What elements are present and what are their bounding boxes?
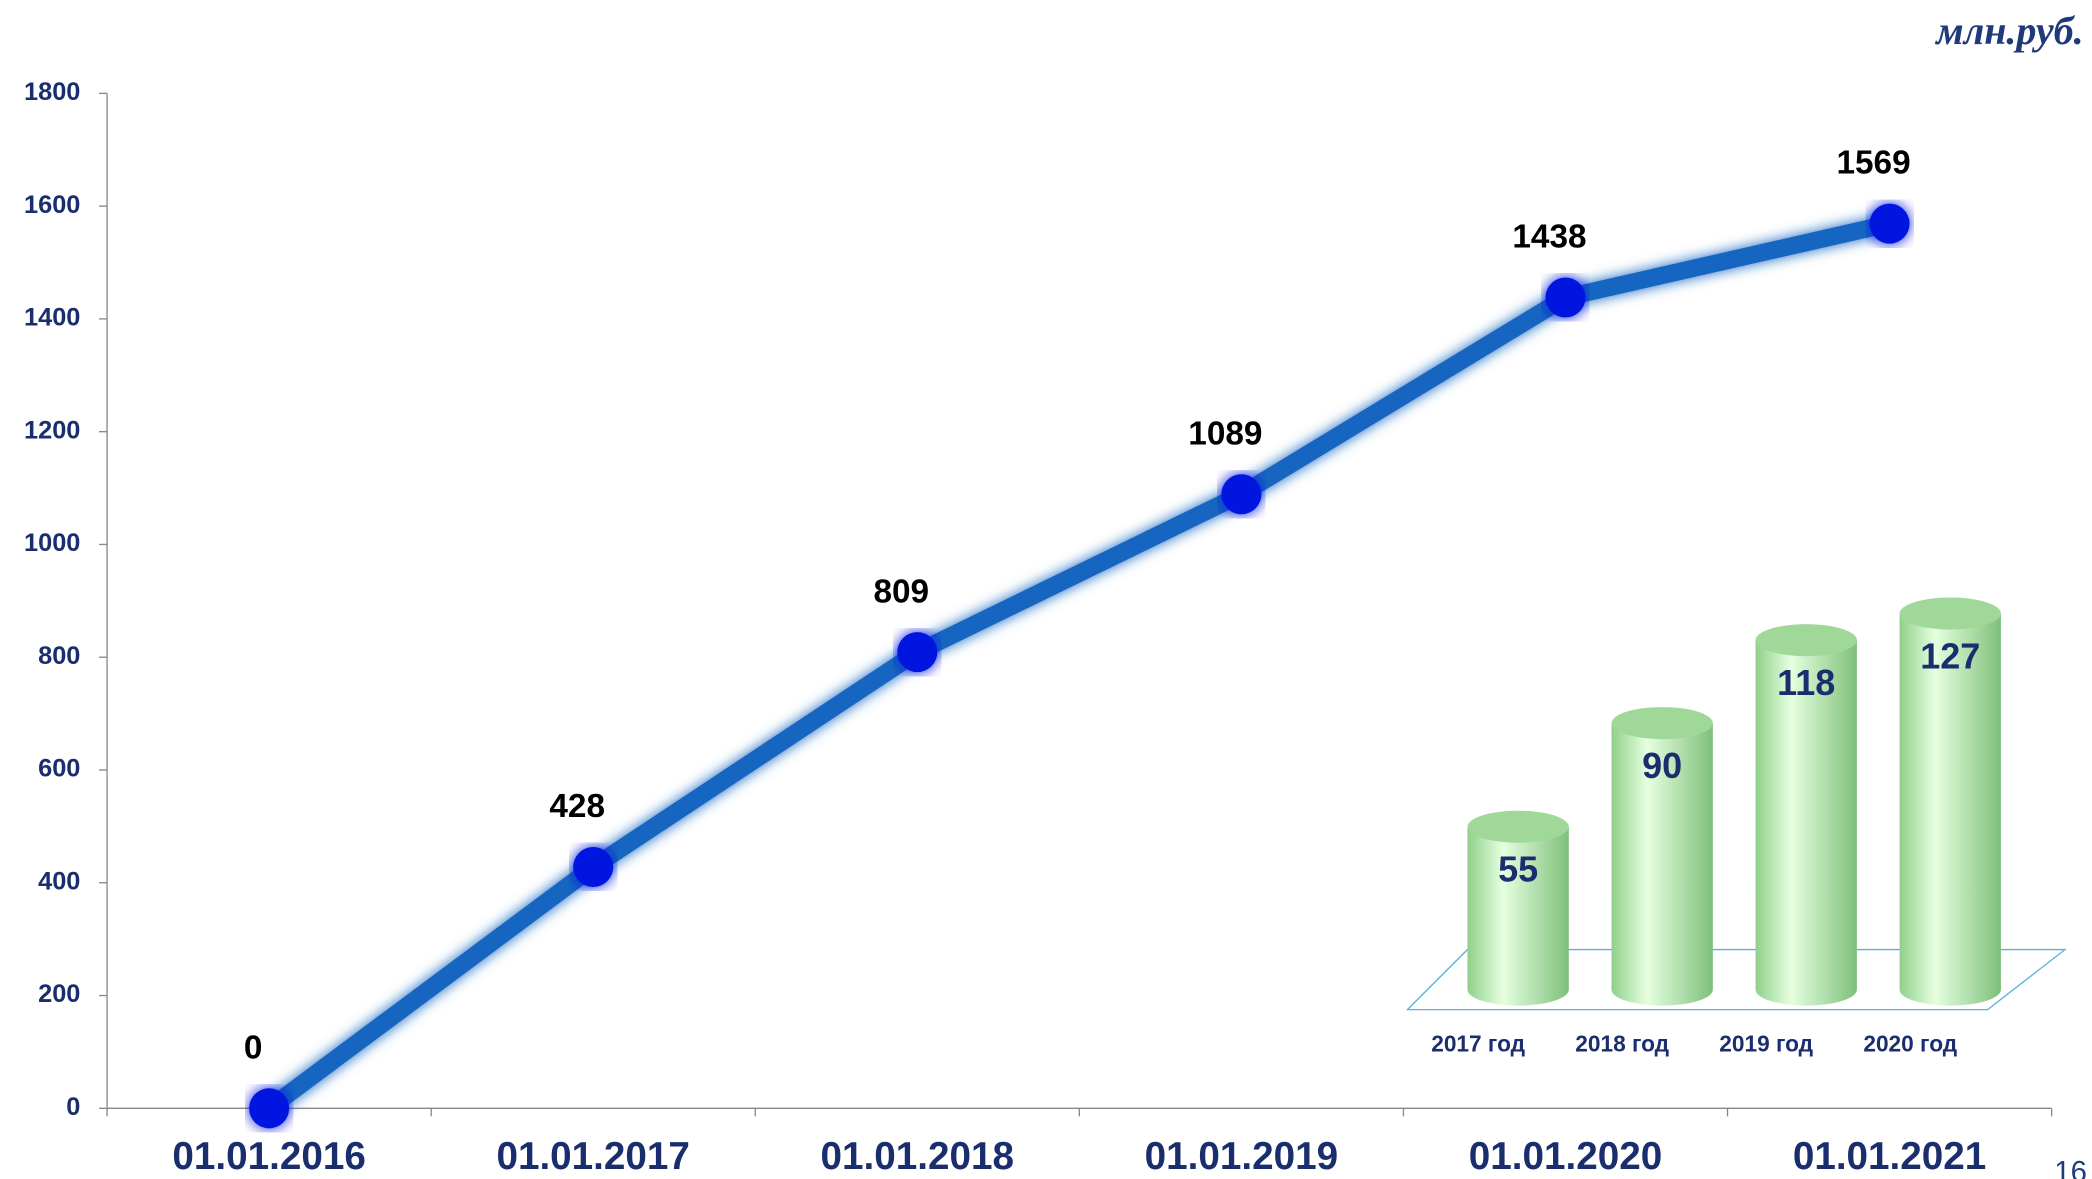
marker <box>897 632 938 673</box>
cylinder-top <box>1755 624 1857 657</box>
x-tick-label: 01.01.2020 <box>1469 1135 1662 1178</box>
value-label: 0 <box>244 1029 263 1066</box>
value-label: 127 <box>1920 635 1980 676</box>
y-tick-label: 1600 <box>24 191 80 219</box>
value-label: 1569 <box>1836 145 1910 182</box>
cylinder-top <box>1899 597 2001 630</box>
y-tick-label: 200 <box>38 980 80 1008</box>
x-tick-label: 2018 год <box>1575 1031 1669 1057</box>
cylinder <box>1611 723 1713 1006</box>
marker <box>1221 474 1262 515</box>
value-label: 55 <box>1498 849 1538 890</box>
page-number: 16 <box>2054 1155 2087 1179</box>
x-tick-label: 2019 год <box>1719 1031 1813 1057</box>
value-label: 118 <box>1777 662 1835 703</box>
marker <box>573 846 614 887</box>
cylinder <box>1755 640 1857 1006</box>
line <box>263 215 1892 1116</box>
x-tick-label: 01.01.2017 <box>496 1135 689 1178</box>
y-tick-label: 400 <box>38 867 80 895</box>
marker <box>1545 277 1586 318</box>
value-label: 90 <box>1642 745 1682 786</box>
value-label: 428 <box>549 788 605 825</box>
floor <box>1405 948 2067 1011</box>
value-label: 1089 <box>1188 415 1262 452</box>
x-tick-label: 01.01.2019 <box>1145 1135 1338 1178</box>
unit-label: млн.руб. <box>1934 8 2083 53</box>
y-tick-label: 0 <box>66 1093 80 1121</box>
y-tick-label: 1400 <box>24 304 80 332</box>
x-tick-label: 01.01.2016 <box>172 1135 365 1178</box>
cylinder-top <box>1467 810 1569 843</box>
cylinder-top <box>1611 707 1713 740</box>
marker <box>1869 203 1910 244</box>
value-label: 809 <box>873 573 929 610</box>
y-tick-label: 600 <box>38 755 80 783</box>
cylinder <box>1467 826 1569 1006</box>
x-tick-label: 01.01.2021 <box>1793 1135 1986 1178</box>
y-tick-label: 800 <box>38 642 80 670</box>
x-tick-label: 2020 год <box>1863 1031 1957 1057</box>
x-tick-label: 2017 год <box>1431 1031 1525 1057</box>
x-tick-label: 01.01.2018 <box>821 1135 1014 1178</box>
y-tick-label: 1000 <box>24 529 80 557</box>
cylinder <box>1899 613 2001 1006</box>
marker <box>249 1088 290 1129</box>
value-label: 1438 <box>1512 219 1586 256</box>
y-tick-label: 1200 <box>24 416 80 444</box>
y-tick-label: 1800 <box>24 78 80 106</box>
